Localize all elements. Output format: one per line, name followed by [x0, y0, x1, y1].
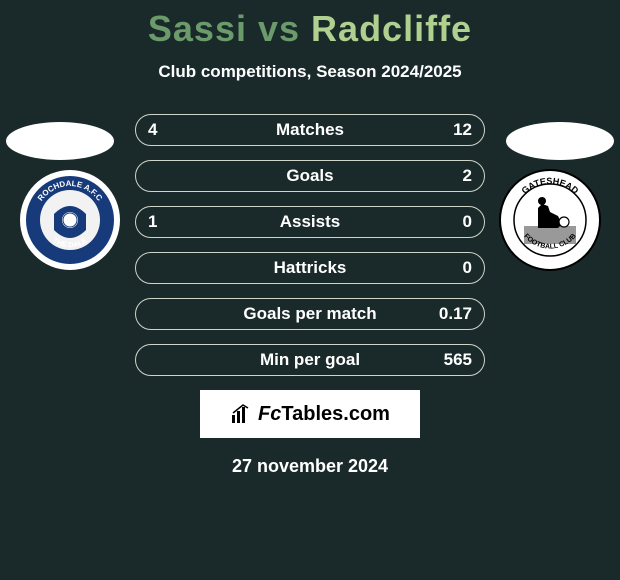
brand-text: FcTables.com [258, 403, 390, 426]
stat-row: Hattricks 0 [135, 252, 485, 284]
stat-label: Assists [136, 207, 484, 237]
stat-right-value: 565 [444, 345, 472, 375]
player2-name: Radcliffe [311, 8, 472, 49]
rochdale-badge-icon: ROCHDALE A.F.C THE DALE [18, 168, 122, 272]
vs-text: vs [258, 8, 300, 49]
brand-box: FcTables.com [200, 390, 420, 438]
stat-label: Goals [136, 161, 484, 191]
player1-name: Sassi [148, 8, 247, 49]
stat-label: Min per goal [136, 345, 484, 375]
chart-icon [230, 403, 252, 425]
stat-row: Goals per match 0.17 [135, 298, 485, 330]
stats-area: 4 Matches 12 Goals 2 1 Assists 0 Hattric… [135, 114, 485, 376]
club-badge-right: GATESHEAD FOOTBALL CLUB [498, 168, 602, 272]
flag-right [506, 122, 614, 160]
stat-row: Goals 2 [135, 160, 485, 192]
stat-right-value: 0 [463, 253, 472, 283]
stat-row: 1 Assists 0 [135, 206, 485, 238]
club-badge-left: ROCHDALE A.F.C THE DALE [18, 168, 122, 272]
stat-right-value: 12 [453, 115, 472, 145]
gateshead-badge-icon: GATESHEAD FOOTBALL CLUB [498, 168, 602, 272]
flag-left [6, 122, 114, 160]
comparison-card: Sassi vs Radcliffe Club competitions, Se… [0, 0, 620, 580]
stat-row: Min per goal 565 [135, 344, 485, 376]
date-text: 27 november 2024 [0, 456, 620, 477]
stat-label: Hattricks [136, 253, 484, 283]
stat-label: Goals per match [136, 299, 484, 329]
stat-label: Matches [136, 115, 484, 145]
subtitle: Club competitions, Season 2024/2025 [0, 62, 620, 82]
stat-right-value: 2 [463, 161, 472, 191]
brand-prefix: Fc [258, 403, 281, 425]
stat-right-value: 0.17 [439, 299, 472, 329]
stat-right-value: 0 [463, 207, 472, 237]
brand-suffix: Tables.com [281, 403, 390, 425]
page-title: Sassi vs Radcliffe [0, 8, 620, 50]
stat-row: 4 Matches 12 [135, 114, 485, 146]
